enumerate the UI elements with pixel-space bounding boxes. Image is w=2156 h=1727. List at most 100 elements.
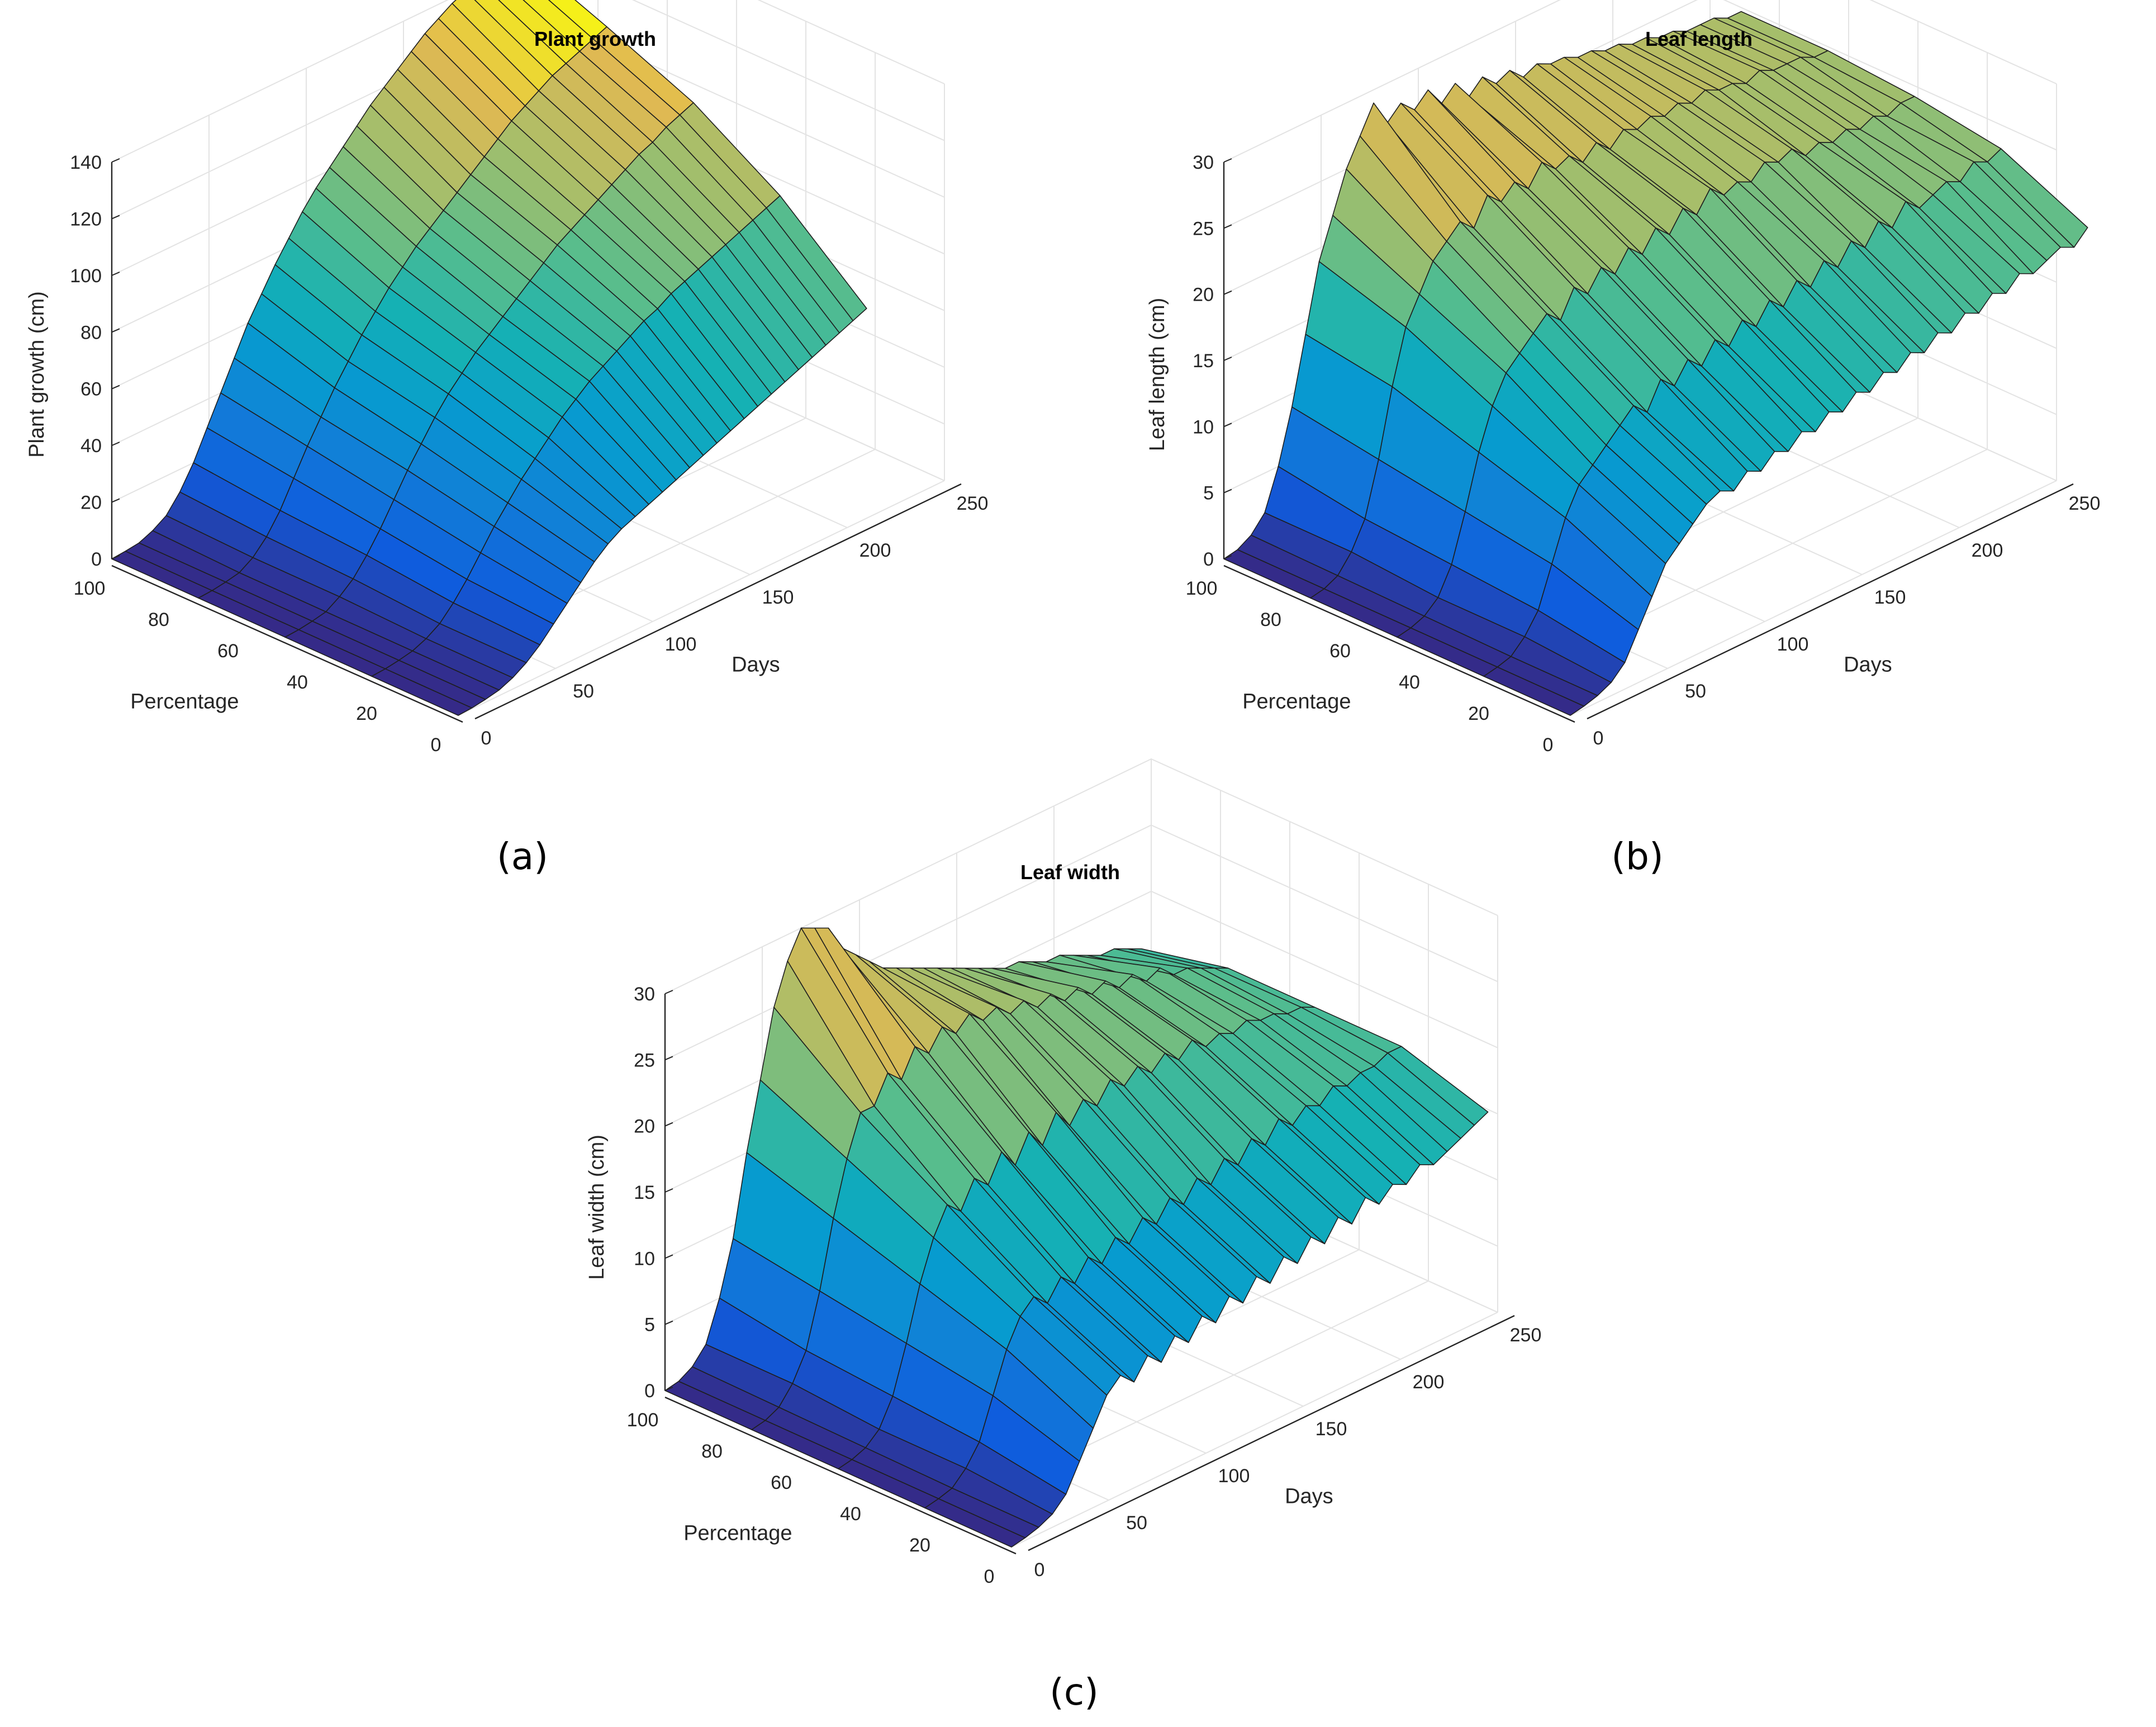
x-tick-label: 40: [287, 672, 308, 693]
caption-c: (c): [1049, 1671, 1099, 1714]
y-tick-label: 200: [1972, 540, 2003, 561]
z-tick-label: 20: [634, 1116, 655, 1137]
z-tick-label: 0: [1203, 549, 1214, 570]
z-axis-label: Plant growth (cm): [25, 291, 49, 458]
z-tick-label: 80: [80, 322, 102, 343]
chart-body: 0 20 40 60 80 100 120 140 0 20 40 60 80 100 0 50 100 150 2…: [25, 0, 988, 756]
surface: [664, 927, 1489, 1548]
caption-a: (a): [497, 835, 548, 878]
y-tick-label: 50: [573, 681, 594, 702]
x-tick-label: 60: [1329, 640, 1351, 662]
y-tick-label: 0: [481, 728, 492, 749]
grid-line: [1570, 480, 2057, 716]
x-tick-label: 80: [701, 1441, 723, 1462]
z-tick: [111, 271, 120, 276]
grid-line: [111, 0, 945, 220]
y-tick-label: 150: [1874, 587, 1906, 608]
z-tick: [664, 990, 673, 994]
z-tick-label: 20: [80, 492, 102, 514]
chart-body: 0 5 10 15 20 25 30 0 20 40 60 80 100 0 50 100 150 200 250 P…: [585, 758, 1542, 1587]
tick-labels: 0 20 40 60 80 100 120 140 0 20 40 60 80 100 0 50 100 150 2…: [70, 152, 988, 756]
z-tick-label: 15: [634, 1182, 655, 1203]
chart-title: Leaf length: [1645, 27, 1753, 50]
y-tick-label: 150: [1316, 1418, 1347, 1440]
z-tick-label: 30: [634, 984, 655, 1005]
z-tick-label: 5: [644, 1315, 655, 1336]
y-tick-label: 0: [1593, 728, 1604, 749]
surface-patch: [1223, 549, 1325, 599]
x-tick-label: 100: [627, 1410, 659, 1431]
surface: [111, 0, 867, 716]
z-tick: [664, 1122, 673, 1127]
y-axis-line: [1587, 483, 2074, 720]
z-tick: [111, 498, 120, 503]
y-tick-label: 150: [762, 587, 794, 608]
tick-labels: 0 5 10 15 20 25 30 0 20 40 60 80 100 0 50 100 150 200 250: [627, 984, 1542, 1587]
x-tick-label: 0: [1543, 734, 1554, 756]
z-tick-label: 0: [91, 549, 102, 570]
x-axis-label: Percentage: [683, 1522, 792, 1545]
z-tick: [111, 328, 120, 333]
y-tick-label: 250: [957, 493, 989, 514]
y-axis-label: Days: [732, 653, 780, 677]
x-tick-label: 60: [771, 1472, 792, 1493]
z-axis-label: Leaf width (cm): [585, 1135, 609, 1280]
z-tick-label: 140: [70, 152, 102, 173]
surface-patch: [111, 551, 213, 599]
z-tick: [664, 1320, 673, 1325]
z-tick: [111, 442, 120, 447]
x-tick-label: 40: [840, 1503, 861, 1525]
z-tick: [1223, 290, 1232, 295]
chart-title: Plant growth: [534, 27, 656, 50]
x-tick-label: 40: [1399, 672, 1420, 693]
x-tick-label: 20: [1468, 703, 1489, 724]
surface-patch: [664, 1380, 766, 1430]
x-tick-label: 80: [148, 609, 169, 630]
x-tick-label: 100: [1186, 578, 1218, 599]
z-tick-label: 120: [70, 208, 102, 230]
z-tick: [111, 158, 120, 163]
z-tick-label: 100: [70, 265, 102, 287]
x-tick-label: 0: [984, 1566, 995, 1587]
z-tick-label: 0: [644, 1380, 655, 1402]
x-axis-label: Percentage: [1242, 690, 1351, 714]
z-tick: [664, 1056, 673, 1061]
y-tick-label: 200: [1413, 1372, 1445, 1393]
z-tick: [1223, 555, 1232, 559]
chart-body: 0 5 10 15 20 25 30 0 20 40 60 80 100 0 50 100 150 200 250 P…: [1146, 0, 2100, 756]
surface: [1223, 11, 2088, 716]
caption-b: (b): [1611, 835, 1663, 878]
z-tick-label: 15: [1193, 350, 1214, 372]
grid-line: [1223, 0, 2057, 163]
z-tick-label: 25: [1193, 218, 1214, 239]
y-axis-label: Days: [1844, 653, 1892, 677]
z-tick: [1223, 158, 1232, 163]
y-tick-label: 250: [2069, 493, 2101, 514]
y-axis-line: [1028, 1315, 1515, 1552]
y-tick-label: 50: [1685, 681, 1706, 702]
x-axis-line: [1223, 564, 1575, 723]
z-tick: [1223, 423, 1232, 428]
y-tick-label: 100: [1777, 634, 1809, 655]
z-tick-label: 40: [80, 435, 102, 457]
z-tick-label: 60: [80, 379, 102, 400]
z-axis-label: Leaf length (cm): [1146, 298, 1169, 452]
x-axis-line: [111, 564, 463, 723]
z-tick: [1223, 224, 1232, 229]
axes: [111, 162, 962, 723]
z-tick: [111, 215, 120, 220]
z-tick: [1223, 357, 1232, 361]
z-tick-label: 20: [1193, 284, 1214, 306]
z-tick-label: 5: [1203, 483, 1214, 504]
z-tick: [664, 1387, 673, 1391]
x-axis-line: [664, 1396, 1017, 1555]
x-tick-label: 0: [431, 734, 441, 756]
z-tick-label: 10: [1193, 416, 1214, 438]
grid-line: [1011, 1312, 1498, 1548]
y-axis-line: [474, 483, 962, 720]
